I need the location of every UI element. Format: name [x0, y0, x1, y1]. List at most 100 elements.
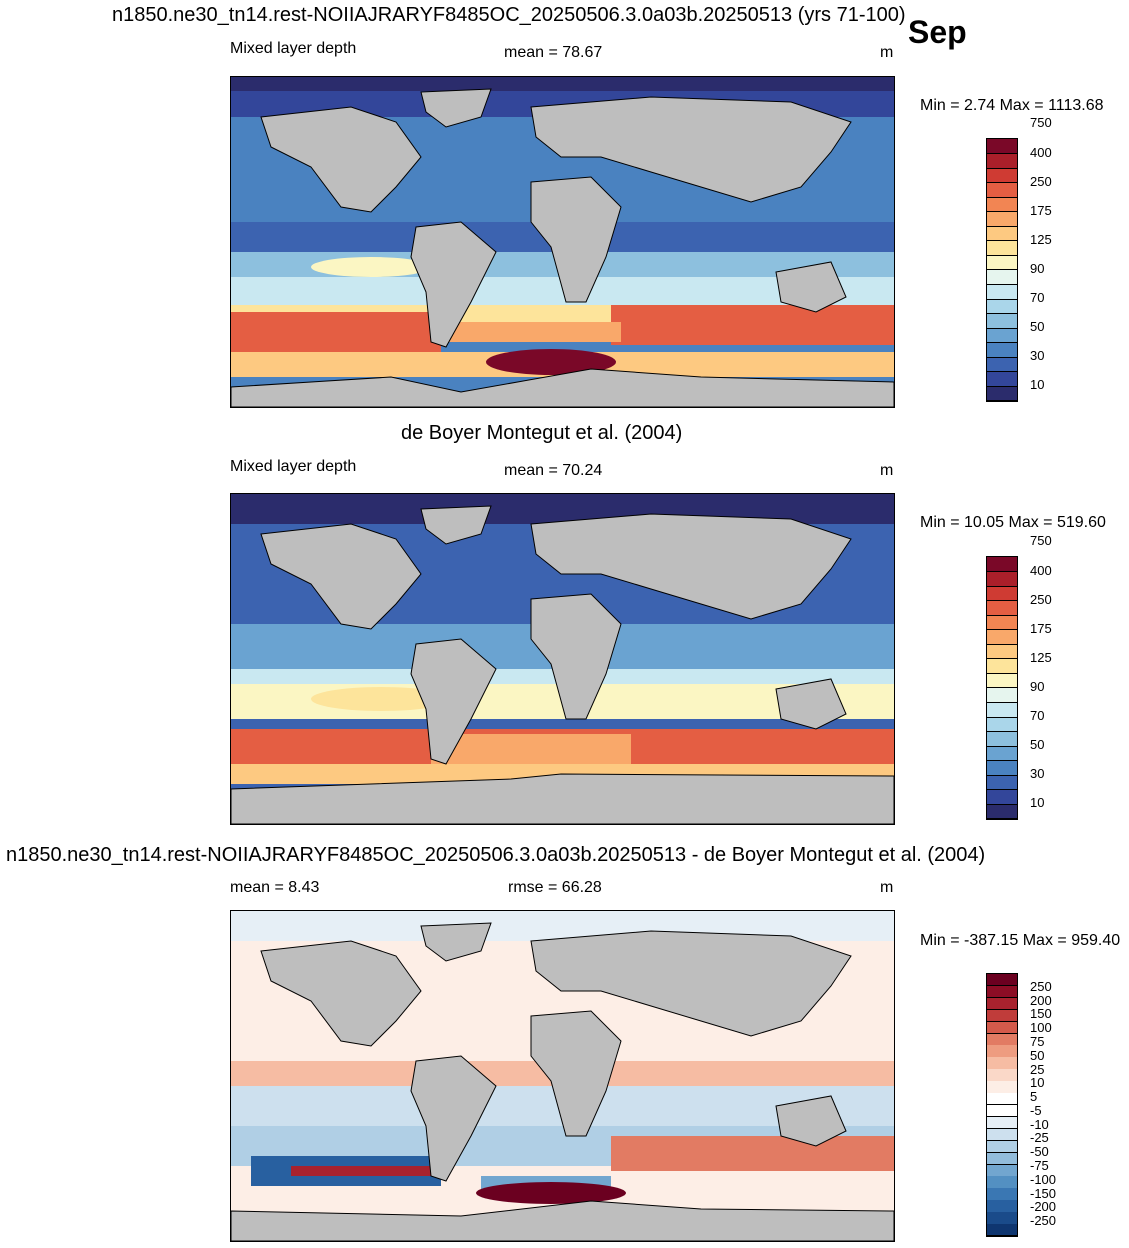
panel-1-map-graphic	[231, 77, 894, 407]
colorbar-swatch	[987, 1057, 1017, 1070]
colorbar-tick-label: 250	[1030, 591, 1052, 607]
colorbar-tick-label: 70	[1030, 708, 1045, 724]
colorbar-swatch	[987, 658, 1017, 674]
colorbar-swatch	[987, 226, 1017, 242]
colorbar-swatch	[987, 182, 1017, 198]
colorbar-swatch	[987, 644, 1017, 660]
panel-1-title: n1850.ne30_tn14.rest-NOIIAJRARYF8485OC_2…	[112, 4, 906, 26]
colorbar-swatch	[987, 371, 1017, 387]
colorbar-swatch	[987, 688, 1017, 704]
panel-3-colorbar-ticks: 250 200 150 100 75 50 25 10 5 -5 -10 -25 -50 -75 -100-…	[1030, 973, 1090, 1236]
colorbar-swatch	[987, 974, 1017, 987]
colorbar-swatch	[987, 985, 1017, 999]
colorbar-tick-label: 250	[1030, 978, 1052, 994]
colorbar-swatch	[987, 629, 1017, 645]
colorbar-swatch	[987, 702, 1017, 718]
panel-2-units-label: m	[880, 462, 894, 479]
colorbar-tick-label: 30	[1030, 766, 1045, 782]
panel-2-variable-label: Mixed layer depth	[230, 458, 357, 475]
panel-2-colorbar-ticks: 10 30 50 70 90 125 175 250 400 750	[1030, 533, 1090, 819]
colorbar-swatch	[987, 1152, 1017, 1166]
colorbar-tick-label: 50	[1030, 319, 1045, 335]
colorbar-swatch	[987, 1164, 1017, 1177]
colorbar-swatch	[987, 299, 1017, 315]
panel-3-colorbar-swatches	[986, 973, 1018, 1237]
colorbar-swatch	[987, 1176, 1017, 1189]
colorbar-tick-label: 125	[1030, 231, 1052, 247]
colorbar-swatch	[987, 557, 1017, 573]
colorbar-swatch	[987, 717, 1017, 733]
panel-2-title: de Boyer Montegut et al. (2004)	[401, 422, 683, 444]
colorbar-swatch	[987, 1128, 1017, 1142]
colorbar-swatch	[987, 1224, 1017, 1237]
colorbar-tick-label: 100	[1030, 1020, 1052, 1036]
colorbar-tick-label: 175	[1030, 202, 1052, 218]
colorbar-swatch	[987, 211, 1017, 227]
colorbar-swatch	[987, 1069, 1017, 1082]
colorbar-swatch	[987, 746, 1017, 762]
colorbar-swatch	[987, 342, 1017, 358]
colorbar-swatch	[987, 1116, 1017, 1130]
colorbar-swatch	[987, 731, 1017, 747]
colorbar-tick-label: 200	[1030, 992, 1052, 1008]
colorbar-swatch	[987, 997, 1017, 1011]
colorbar-tick-label: 90	[1030, 261, 1045, 276]
colorbar-swatch	[987, 760, 1017, 776]
colorbar-swatch	[987, 1021, 1017, 1035]
colorbar-swatch	[987, 357, 1017, 373]
colorbar-swatch	[987, 1033, 1017, 1046]
panel-1-units-label: m	[880, 44, 894, 61]
colorbar-swatch	[987, 1045, 1017, 1058]
colorbar-swatch	[987, 1093, 1017, 1106]
panel-1-map	[230, 76, 895, 408]
colorbar-tick-label: 175	[1030, 620, 1052, 636]
colorbar-swatch	[987, 1105, 1017, 1118]
panel-3-mean-label: mean = 8.43	[230, 879, 320, 896]
colorbar-tick-label: 250	[1030, 173, 1052, 189]
panel-1-colorbar-ticks: 10 30 50 70 90 125 175 250 400 750	[1030, 115, 1090, 401]
colorbar-swatch	[987, 255, 1017, 271]
colorbar-tick-label: 10	[1030, 795, 1045, 811]
colorbar-tick-label: -250	[1030, 1213, 1057, 1229]
colorbar-swatch	[987, 153, 1017, 169]
panel-1-minmax-label: Min = 2.74 Max = 1113.68	[920, 97, 1104, 114]
colorbar-tick-label: 400	[1030, 144, 1052, 160]
colorbar-swatch	[987, 168, 1017, 184]
panel-1-colorbar-swatches	[986, 138, 1018, 402]
colorbar-tick-label: -10	[1030, 1116, 1049, 1132]
panel-2-map	[230, 493, 895, 825]
panel-2-colorbar	[986, 556, 1018, 820]
colorbar-swatch	[987, 1188, 1017, 1201]
colorbar-swatch	[987, 571, 1017, 587]
colorbar-swatch	[987, 600, 1017, 616]
colorbar-tick-label: -200	[1030, 1199, 1057, 1215]
panel-2-map-graphic	[231, 494, 894, 824]
panel-2-mean-label: mean = 70.24	[504, 462, 603, 479]
colorbar-tick-label: -5	[1030, 1102, 1042, 1118]
colorbar-tick-label: 150	[1030, 1006, 1052, 1022]
colorbar-tick-label: 10	[1030, 377, 1045, 393]
colorbar-swatch	[987, 1009, 1017, 1023]
colorbar-swatch	[987, 1200, 1017, 1213]
panel-2-colorbar-swatches	[986, 556, 1018, 820]
colorbar-tick-label: 75	[1030, 1033, 1045, 1049]
panel-3-map	[230, 910, 895, 1242]
colorbar-swatch	[987, 313, 1017, 329]
colorbar-swatch	[987, 328, 1017, 344]
colorbar-swatch	[987, 386, 1017, 402]
colorbar-swatch	[987, 586, 1017, 602]
colorbar-tick-label: 90	[1030, 679, 1045, 694]
colorbar-swatch	[987, 270, 1017, 286]
colorbar-swatch	[987, 139, 1017, 155]
colorbar-tick-label: -75	[1030, 1158, 1049, 1174]
colorbar-swatch	[987, 804, 1017, 820]
month-label: Sep	[908, 14, 967, 50]
colorbar-swatch	[987, 615, 1017, 631]
colorbar-swatch	[987, 1212, 1017, 1225]
colorbar-tick-label: 750	[1030, 115, 1052, 131]
colorbar-tick-label: -150	[1030, 1185, 1057, 1201]
colorbar-tick-label: 25	[1030, 1061, 1045, 1077]
panel-2-minmax-label: Min = 10.05 Max = 519.60	[920, 514, 1106, 531]
panel-3-map-graphic	[231, 911, 894, 1241]
colorbar-tick-label: 750	[1030, 533, 1052, 549]
